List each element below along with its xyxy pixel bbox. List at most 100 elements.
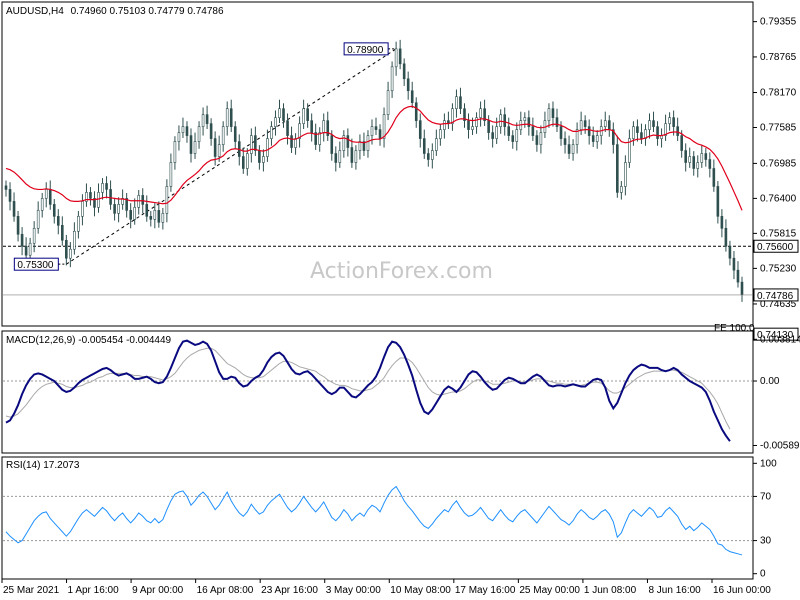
- candle-body: [278, 108, 281, 118]
- candle-body: [390, 66, 394, 92]
- candle-body: [394, 48, 398, 68]
- candle-body: [603, 120, 607, 127]
- candle-body: [463, 108, 466, 121]
- price-panel-frame: [1, 1, 754, 327]
- candle-body: [36, 210, 40, 229]
- candle-body: [217, 144, 221, 157]
- price-level-tag: [753, 327, 799, 341]
- rsi-line: [5, 485, 743, 556]
- candle-body: [322, 120, 326, 133]
- candle-body: [221, 126, 225, 145]
- candle-body: [101, 183, 104, 193]
- candle-body: [422, 138, 426, 154]
- candle-body: [205, 114, 209, 124]
- candle-body: [676, 126, 679, 136]
- candle-body: [692, 156, 696, 169]
- candle-body: [704, 153, 708, 160]
- candle-body: [716, 186, 720, 217]
- candle-body: [656, 126, 659, 139]
- candle-body: [467, 120, 470, 130]
- candle-body: [386, 90, 390, 115]
- candle-body: [664, 123, 667, 136]
- watermark: ActionForex.com: [310, 259, 493, 284]
- candle-body: [133, 207, 136, 220]
- candle-body: [193, 141, 197, 154]
- low-price-annotation-box: [13, 257, 59, 271]
- current-price-label: 0.74786: [757, 291, 794, 302]
- candle-body: [672, 117, 675, 127]
- candle-body: [451, 108, 454, 124]
- price-tick-label: 0.79355: [760, 17, 797, 28]
- candle-body: [354, 150, 358, 163]
- macd-panel: 0.003814 0.00 -0.005895 MACD(12,26,9) -0.0…: [1, 330, 800, 454]
- rsi-tick-label: 0: [760, 569, 766, 580]
- candle-body: [241, 156, 245, 169]
- candle-body: [732, 257, 736, 271]
- current-price-tag: 0.74786: [3, 288, 799, 302]
- candle-body: [306, 108, 309, 121]
- candle-body: [350, 147, 354, 163]
- candle-body: [334, 153, 338, 163]
- candle-body: [20, 233, 24, 247]
- candle-body: [684, 150, 687, 163]
- macd-title: MACD(12,26,9) -0.005454 -0.004449: [6, 335, 172, 346]
- candle-body: [426, 153, 430, 160]
- candle-body: [455, 96, 458, 109]
- candle-body: [414, 102, 418, 121]
- candle-body: [342, 135, 346, 151]
- price-tick-label: 0.78765: [760, 52, 797, 63]
- candle-body: [640, 132, 643, 139]
- rsi-axis: 100 70 30 0: [3, 458, 777, 580]
- price-level-label: 0.74130: [757, 330, 794, 341]
- time-tick-label: 23 Apr 16:00: [261, 585, 318, 596]
- candle-body: [270, 126, 273, 139]
- candle-body: [209, 123, 213, 139]
- candle-body: [286, 120, 289, 136]
- time-tick-label: 10 May 08:00: [390, 585, 451, 596]
- rsi-tick-label: 30: [760, 536, 772, 547]
- candle-body: [515, 129, 519, 142]
- candle-body: [370, 126, 374, 136]
- candle-body: [61, 225, 64, 241]
- candle-body: [81, 201, 84, 217]
- candle-body: [129, 210, 132, 220]
- candle-body: [8, 189, 12, 202]
- time-tick-label: 3 May 00:00: [326, 585, 381, 596]
- candle-body: [346, 135, 350, 148]
- time-tick-label: 25 May 00:00: [519, 585, 580, 596]
- candle-body: [483, 108, 486, 121]
- price-tick-label: 0.75815: [760, 228, 797, 239]
- candle-body: [612, 129, 615, 145]
- candle-body: [459, 96, 462, 109]
- candle-body: [475, 117, 478, 127]
- candle-body: [491, 132, 494, 139]
- candle-body: [233, 126, 237, 142]
- candle-body: [197, 126, 201, 142]
- candle-body: [282, 108, 285, 121]
- candle-body: [575, 129, 579, 145]
- candle-body: [406, 78, 410, 92]
- candle-body: [169, 162, 173, 187]
- fibonacci-extension-label: FE 100.0: [714, 323, 755, 334]
- candle-body: [189, 135, 193, 154]
- candle-body: [173, 141, 177, 163]
- time-tick-label: 9 Apr 00:00: [132, 585, 184, 596]
- candle-body: [161, 213, 165, 223]
- macd-tick-label: 0.003814: [760, 334, 800, 345]
- candle-body: [378, 129, 382, 139]
- candle-body: [402, 63, 406, 80]
- candle-body: [527, 117, 531, 127]
- price-tick-label: 0.76400: [760, 193, 797, 204]
- candle-body: [495, 126, 498, 139]
- candle-body: [736, 269, 740, 283]
- candle-body: [547, 108, 551, 121]
- candle-body: [274, 117, 277, 127]
- candle-body: [551, 108, 555, 118]
- candle-body: [258, 150, 261, 163]
- candle-body: [97, 192, 100, 208]
- candle-body: [16, 216, 20, 235]
- candle-body: [579, 120, 583, 130]
- candle-body: [48, 189, 52, 205]
- candle-body: [479, 108, 482, 118]
